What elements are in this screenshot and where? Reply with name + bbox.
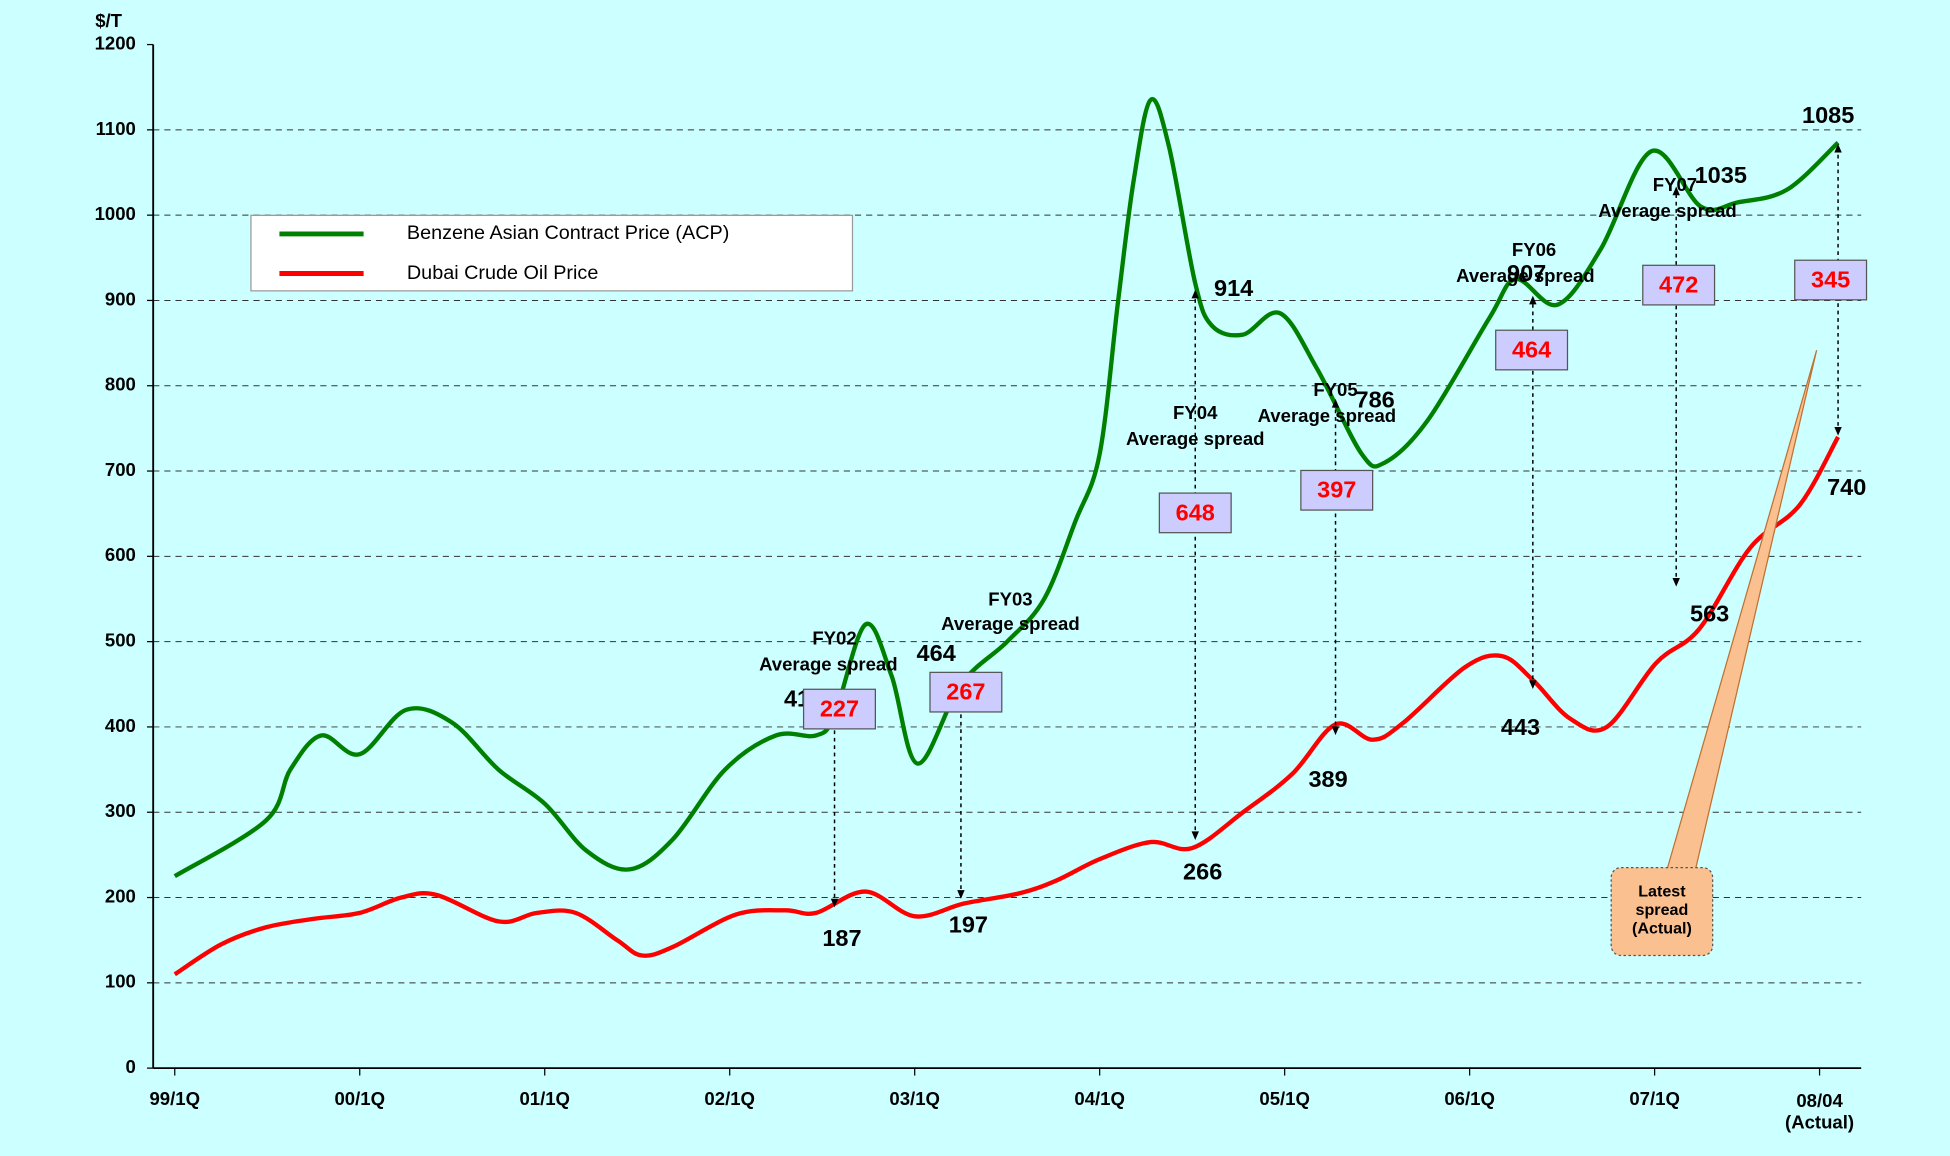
spread-text: Average spread bbox=[1598, 200, 1737, 221]
line bbox=[173, 96, 1840, 879]
spread-value: 397 bbox=[1317, 477, 1356, 503]
spread-box bbox=[929, 671, 1003, 713]
high-label: 907 bbox=[1507, 260, 1546, 286]
background bbox=[4, 0, 1946, 1156]
low-label: 740 bbox=[1827, 474, 1866, 500]
spread-box bbox=[1300, 469, 1374, 511]
x-tick-label: 03/1Q bbox=[889, 1088, 940, 1109]
arrow-head bbox=[1191, 289, 1199, 299]
low-label: 187 bbox=[822, 925, 861, 951]
high-label: 1085 bbox=[1802, 102, 1854, 128]
y-tick-label: 1200 bbox=[95, 32, 136, 53]
spread-value: 648 bbox=[1176, 499, 1215, 525]
arrow-head bbox=[1191, 831, 1199, 840]
arrow-head bbox=[957, 890, 965, 899]
spread-text: Average spread bbox=[941, 613, 1079, 634]
x-tick-label: 04/1Q bbox=[1074, 1088, 1125, 1109]
spread-text: Average spread bbox=[759, 654, 898, 675]
low-label: 389 bbox=[1308, 766, 1347, 792]
spread-box bbox=[1794, 259, 1868, 301]
arrow-head bbox=[1672, 577, 1680, 587]
y-axis-title: $/T bbox=[95, 10, 122, 31]
spread-box bbox=[1495, 329, 1569, 371]
spread-text: Average spread bbox=[1456, 265, 1595, 286]
spread-value: 267 bbox=[946, 679, 985, 705]
y-tick-label: 400 bbox=[105, 715, 136, 736]
spread-value: 227 bbox=[820, 696, 859, 722]
arrow-head bbox=[1331, 398, 1340, 408]
legend-items: Benzene Asian Contract Price (ACP) Dubai … bbox=[279, 222, 729, 284]
spread-period: FY06 bbox=[1512, 239, 1556, 260]
arrow-head bbox=[1834, 427, 1842, 436]
spread-period: FY03 bbox=[988, 588, 1032, 609]
annotations: 414187227FY02Average spread464197267FY03… bbox=[759, 102, 1868, 951]
high-label: 914 bbox=[1214, 275, 1253, 301]
callout-box bbox=[1610, 867, 1714, 957]
spread-value: 345 bbox=[1811, 266, 1850, 292]
high-label: 786 bbox=[1356, 387, 1395, 413]
x-tick-label: 00/1Q bbox=[334, 1088, 385, 1109]
spread-box bbox=[1158, 492, 1232, 534]
y-tick-label: 500 bbox=[105, 630, 136, 651]
legend-label: Benzene Asian Contract Price (ACP) bbox=[407, 222, 729, 244]
arrow-head bbox=[830, 898, 839, 908]
spread-text: Average spread bbox=[1258, 405, 1397, 426]
low-label: 563 bbox=[1690, 600, 1729, 626]
high-label: 1035 bbox=[1695, 162, 1747, 188]
spread-period: FY02 bbox=[812, 628, 856, 649]
y-tick-label: 1100 bbox=[96, 118, 136, 139]
spread-text: Average spread bbox=[1126, 428, 1265, 449]
x-tick-label: 08/04 (Actual) bbox=[1785, 1090, 1854, 1132]
arrow-head bbox=[1834, 143, 1842, 153]
spread-period: FY04 bbox=[1173, 402, 1218, 423]
x-tick-label: 01/1Q bbox=[519, 1088, 570, 1109]
legend bbox=[250, 214, 854, 292]
low-label: 197 bbox=[949, 911, 988, 937]
lines bbox=[173, 96, 1840, 977]
spread-value: 464 bbox=[1512, 336, 1551, 362]
y-tick-label: 800 bbox=[105, 374, 136, 395]
x-tick-label: 06/1Q bbox=[1444, 1088, 1495, 1109]
spread-period: FY07 bbox=[1653, 174, 1697, 195]
y-tick-label: 300 bbox=[105, 800, 136, 821]
spread-box bbox=[802, 688, 876, 730]
low-label: 266 bbox=[1183, 859, 1222, 885]
arrow-head bbox=[1672, 186, 1680, 196]
spread-box bbox=[1642, 264, 1716, 306]
grid: 0 100 200 300 400 500 600 700 800 900 1000 1100 1200… bbox=[95, 32, 1862, 1132]
arrow-head bbox=[1331, 726, 1340, 736]
y-tick-label: 100 bbox=[105, 971, 136, 992]
y-tick-label: 700 bbox=[105, 459, 136, 480]
x-tick-label: 05/1Q bbox=[1259, 1088, 1310, 1109]
arrow-head bbox=[1529, 680, 1537, 690]
callout-text: Latest spread (Actual) bbox=[1632, 883, 1692, 938]
y-tick-label: 600 bbox=[105, 544, 136, 565]
y-tick-label: 0 bbox=[126, 1056, 136, 1077]
low-label: 443 bbox=[1501, 714, 1540, 740]
x-tick-label: 99/1Q bbox=[149, 1088, 200, 1109]
high-label: 464 bbox=[917, 640, 956, 666]
spread-period: FY05 bbox=[1313, 379, 1357, 400]
legend-label: Dubai Crude Oil Price bbox=[407, 262, 598, 284]
x-tick-label: 02/1Q bbox=[704, 1088, 755, 1109]
y-tick-label: 1000 bbox=[95, 203, 136, 224]
line bbox=[173, 435, 1840, 977]
y-tick-label: 900 bbox=[105, 288, 136, 309]
x-tick-label: 07/1Q bbox=[1629, 1088, 1680, 1109]
arrow-head bbox=[1529, 295, 1537, 305]
y-tick-label: 200 bbox=[105, 885, 136, 906]
spread-value: 472 bbox=[1659, 272, 1698, 298]
